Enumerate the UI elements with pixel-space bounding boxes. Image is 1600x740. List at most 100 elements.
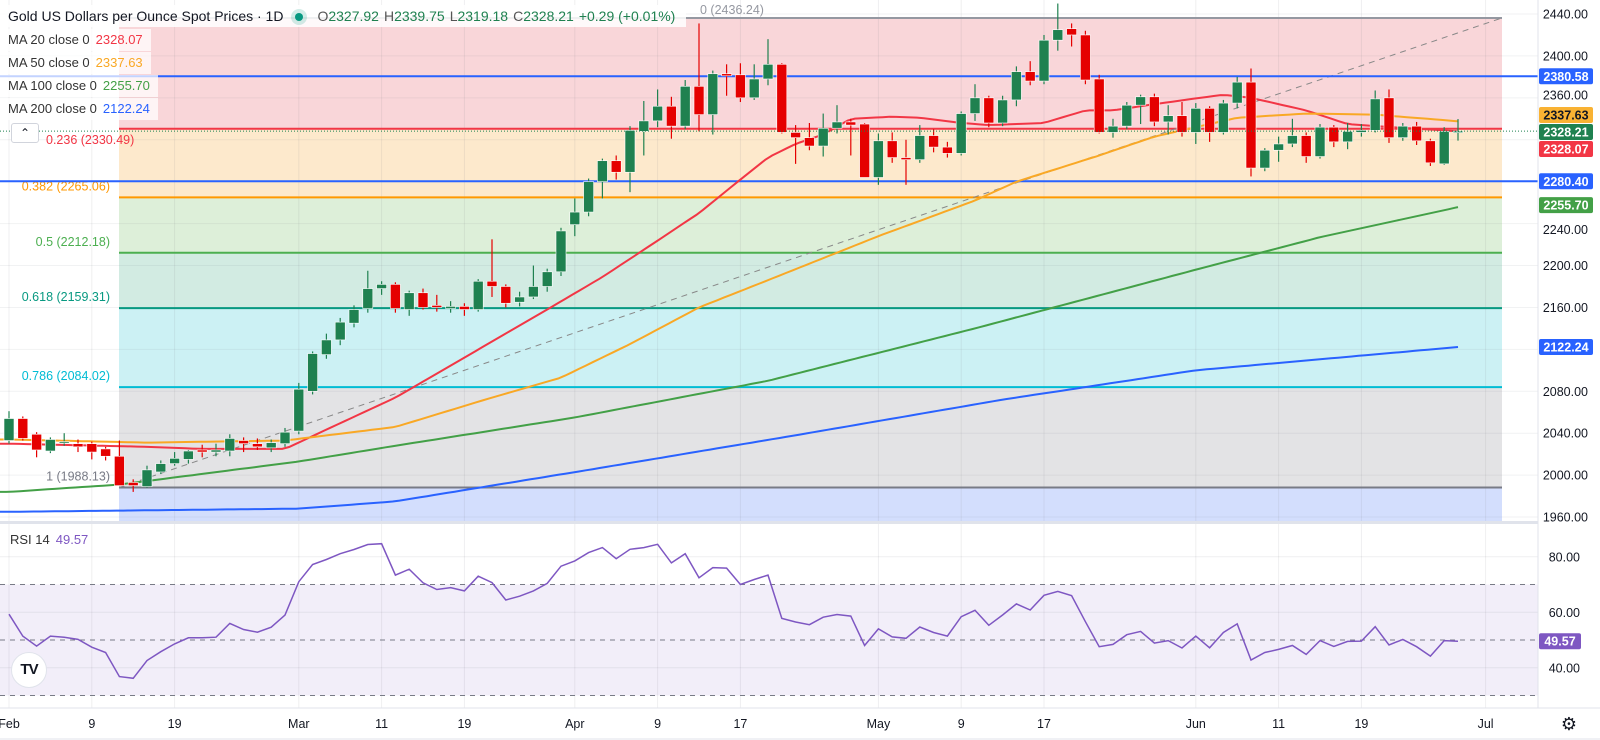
candle[interactable] bbox=[472, 280, 484, 310]
candle[interactable] bbox=[900, 157, 912, 160]
candle[interactable] bbox=[541, 271, 553, 287]
candle[interactable] bbox=[983, 97, 995, 124]
candle[interactable] bbox=[293, 388, 305, 432]
candle[interactable] bbox=[1300, 135, 1312, 157]
candle[interactable] bbox=[403, 292, 415, 310]
candle[interactable] bbox=[1162, 115, 1174, 123]
candle[interactable] bbox=[169, 458, 180, 464]
candle[interactable] bbox=[45, 439, 56, 452]
candle[interactable] bbox=[514, 296, 525, 303]
candle[interactable] bbox=[845, 121, 857, 126]
candle[interactable] bbox=[721, 73, 732, 77]
candle[interactable] bbox=[196, 449, 208, 453]
candle[interactable] bbox=[155, 463, 167, 473]
pane-separator[interactable] bbox=[0, 521, 1600, 524]
candle[interactable] bbox=[528, 286, 539, 298]
candle[interactable] bbox=[776, 64, 788, 133]
candle[interactable] bbox=[252, 443, 263, 448]
indicator-ma20[interactable]: MA 20 close 0 2328.07 bbox=[0, 29, 151, 51]
candle[interactable] bbox=[1383, 97, 1395, 138]
candle[interactable] bbox=[569, 211, 581, 225]
candle[interactable] bbox=[1204, 108, 1215, 133]
candle[interactable] bbox=[31, 433, 42, 451]
candle[interactable] bbox=[693, 86, 705, 115]
candle[interactable] bbox=[486, 280, 498, 287]
rsi-legend[interactable]: RSI 14 49.57 bbox=[10, 532, 88, 547]
candle[interactable] bbox=[597, 160, 608, 182]
candle[interactable] bbox=[1176, 115, 1188, 133]
candle[interactable] bbox=[707, 73, 719, 115]
candle[interactable] bbox=[583, 181, 594, 213]
price-axis[interactable] bbox=[1538, 0, 1600, 740]
candle[interactable] bbox=[679, 86, 691, 127]
candle[interactable] bbox=[831, 121, 843, 129]
candle[interactable] bbox=[334, 321, 346, 341]
candle[interactable] bbox=[1259, 149, 1271, 169]
time-axis[interactable] bbox=[0, 708, 1538, 740]
candle[interactable] bbox=[183, 450, 194, 460]
candle[interactable] bbox=[914, 135, 926, 160]
candle[interactable] bbox=[969, 97, 981, 114]
candle[interactable] bbox=[610, 160, 622, 173]
candle[interactable] bbox=[1121, 104, 1133, 127]
rsi-line[interactable] bbox=[8, 542, 1459, 680]
candle[interactable] bbox=[817, 127, 829, 147]
candle[interactable] bbox=[431, 305, 443, 308]
candle[interactable] bbox=[114, 455, 125, 486]
tradingview-logo-icon[interactable]: TV bbox=[11, 652, 47, 688]
candle[interactable] bbox=[762, 64, 774, 80]
candle[interactable] bbox=[1107, 125, 1119, 133]
candle[interactable] bbox=[555, 230, 567, 273]
fib-trend-line[interactable] bbox=[118, 17, 1503, 489]
candle[interactable] bbox=[362, 288, 374, 309]
candle[interactable] bbox=[1328, 126, 1340, 143]
candle[interactable] bbox=[652, 105, 663, 122]
candle[interactable] bbox=[1024, 71, 1036, 82]
collapse-legend-button[interactable]: ⌃ bbox=[11, 123, 39, 143]
candle[interactable] bbox=[1245, 81, 1257, 169]
candle[interactable] bbox=[1342, 131, 1353, 143]
candle[interactable] bbox=[942, 146, 953, 154]
candle[interactable] bbox=[859, 123, 870, 178]
candle[interactable] bbox=[886, 140, 898, 158]
candle[interactable] bbox=[1287, 135, 1298, 145]
candle[interactable] bbox=[348, 309, 360, 324]
candle[interactable] bbox=[1438, 131, 1450, 165]
candle[interactable] bbox=[804, 137, 815, 147]
candle[interactable] bbox=[1411, 125, 1422, 142]
candle[interactable] bbox=[86, 443, 98, 453]
candle[interactable] bbox=[790, 132, 801, 138]
candle[interactable] bbox=[100, 448, 111, 457]
candle[interactable] bbox=[445, 306, 456, 309]
candle[interactable] bbox=[1356, 130, 1367, 133]
candle[interactable] bbox=[1149, 96, 1160, 123]
indicator-ma200[interactable]: MA 200 close 0 2122.24 bbox=[0, 98, 158, 120]
candle[interactable] bbox=[666, 105, 677, 127]
moving-average-line-ma200[interactable] bbox=[0, 346, 1459, 513]
candle[interactable] bbox=[224, 438, 236, 452]
candle[interactable] bbox=[748, 78, 760, 99]
settings-gear-icon[interactable]: ⚙ bbox=[1560, 714, 1578, 734]
candle[interactable] bbox=[1135, 96, 1146, 106]
indicator-ma50[interactable]: MA 50 close 0 2337.63 bbox=[0, 52, 151, 74]
candle[interactable] bbox=[1425, 140, 1436, 164]
candle[interactable] bbox=[1011, 71, 1022, 101]
candle[interactable] bbox=[1273, 143, 1284, 151]
candle[interactable] bbox=[417, 292, 429, 308]
candle[interactable] bbox=[873, 140, 884, 178]
candle[interactable] bbox=[459, 306, 470, 310]
candle[interactable] bbox=[390, 284, 401, 309]
candle[interactable] bbox=[307, 353, 318, 392]
candle[interactable] bbox=[1397, 125, 1409, 138]
candle[interactable] bbox=[210, 449, 222, 453]
candle[interactable] bbox=[321, 339, 332, 355]
candle[interactable] bbox=[1052, 29, 1064, 41]
candle[interactable] bbox=[279, 431, 291, 444]
symbol-title[interactable]: Gold US Dollars per Ounce Spot Prices · … bbox=[8, 8, 284, 24]
candle[interactable] bbox=[376, 284, 387, 289]
candle[interactable] bbox=[500, 286, 512, 304]
candle[interactable] bbox=[1093, 78, 1105, 133]
candle[interactable] bbox=[1231, 81, 1243, 104]
candle[interactable] bbox=[638, 120, 650, 132]
